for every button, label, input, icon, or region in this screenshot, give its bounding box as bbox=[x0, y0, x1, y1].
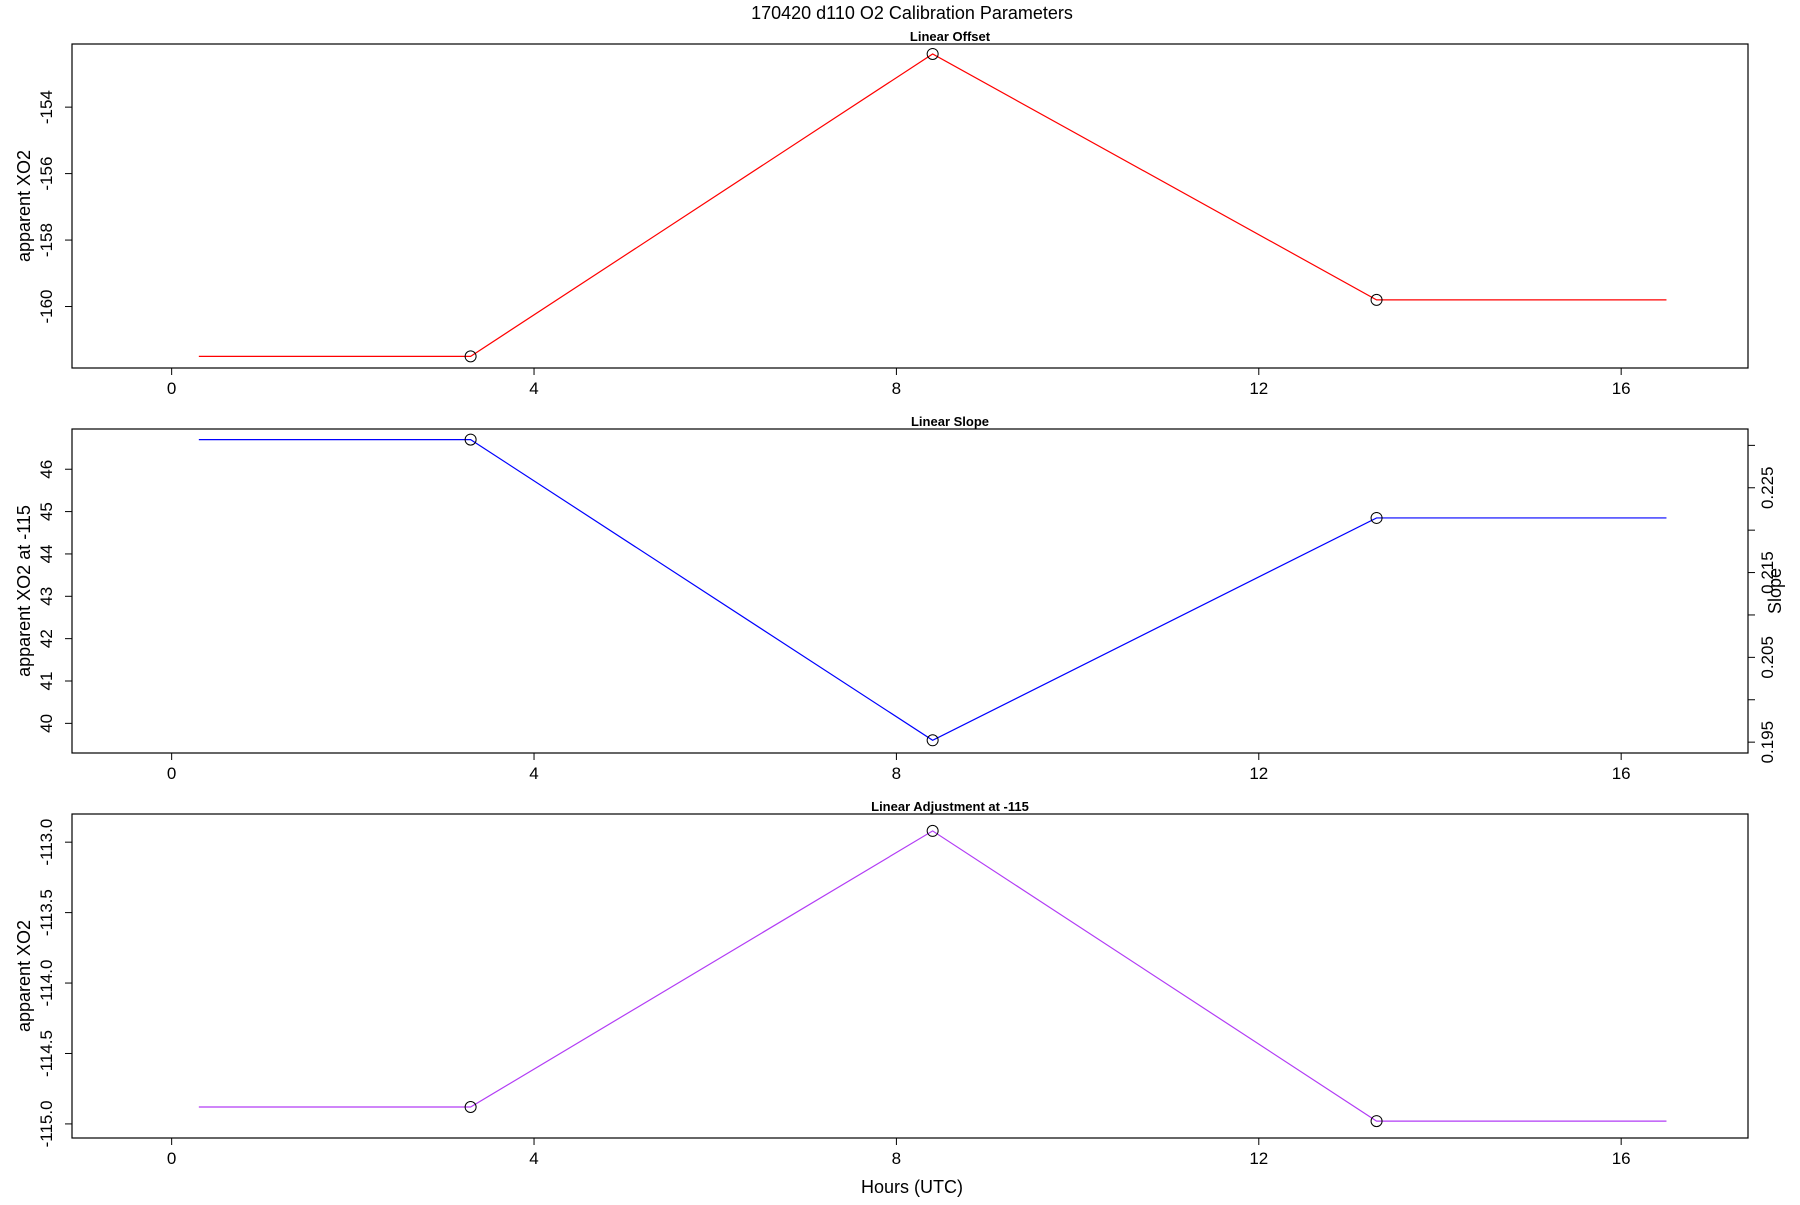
y2-tick-label: 0.195 bbox=[1758, 721, 1777, 764]
panel-3: Linear Adjustment at -115 0 4 8 12 16 -115.0 -1… bbox=[14, 799, 1749, 1168]
data-point bbox=[464, 433, 477, 446]
x-tick-label: 4 bbox=[529, 1149, 538, 1168]
y-tick-label: -113.5 bbox=[37, 889, 56, 936]
y-tick-label: -160 bbox=[37, 290, 56, 324]
data-point bbox=[464, 350, 477, 363]
y2-axis-label: Slope bbox=[1765, 568, 1785, 614]
x-tick-label: 8 bbox=[892, 1149, 901, 1168]
y-axis-label: apparent XO2 bbox=[14, 150, 34, 262]
y-axis-label: apparent XO2 at -115 bbox=[14, 505, 34, 677]
series-line bbox=[198, 53, 1667, 357]
x-axis-label: Hours (UTC) bbox=[861, 1177, 963, 1197]
data-point bbox=[1370, 1115, 1383, 1128]
figure-title: 170420 d110 O2 Calibration Parameters bbox=[751, 3, 1073, 23]
y-tick-label: 40 bbox=[37, 714, 56, 733]
x-tick-label: 4 bbox=[529, 764, 538, 783]
series-line bbox=[198, 438, 1667, 741]
y-axis-label: apparent XO2 bbox=[14, 920, 34, 1032]
x-tick-label: 4 bbox=[529, 379, 538, 398]
plot-frame bbox=[71, 428, 1749, 754]
data-point bbox=[926, 824, 939, 837]
x-tick-label: 0 bbox=[167, 764, 176, 783]
y-tick-label: -115.0 bbox=[37, 1100, 56, 1147]
data-point bbox=[1370, 293, 1383, 306]
y-tick-label: -114.0 bbox=[37, 960, 56, 1007]
x-tick-label: 16 bbox=[1612, 764, 1631, 783]
data-point bbox=[1370, 511, 1383, 524]
x-tick-label: 12 bbox=[1249, 379, 1268, 398]
data-point bbox=[464, 1101, 477, 1114]
x-tick-label: 16 bbox=[1612, 1149, 1631, 1168]
y2-tick-label: 0.205 bbox=[1758, 636, 1777, 679]
x-tick-label: 16 bbox=[1612, 379, 1631, 398]
data-point bbox=[926, 734, 939, 747]
panel-2: Linear Slope 0 4 8 12 16 40 41 42 43 44 45 46 apparen… bbox=[14, 414, 1785, 783]
panel-title: Linear Adjustment at -115 bbox=[871, 799, 1029, 814]
panel-title: Linear Slope bbox=[911, 414, 989, 429]
y-tick-label: 43 bbox=[37, 587, 56, 606]
y-tick-label: -154 bbox=[37, 90, 56, 124]
y-tick-label: -114.5 bbox=[37, 1030, 56, 1077]
x-tick-label: 12 bbox=[1249, 1149, 1268, 1168]
y-tick-label: -158 bbox=[37, 223, 56, 257]
x-tick-label: 0 bbox=[167, 1149, 176, 1168]
y-tick-label: 46 bbox=[37, 460, 56, 479]
plot-frame bbox=[71, 43, 1749, 369]
panel-1: Linear Offset 0 4 8 12 16 -160 -158 -156 -154 appa… bbox=[14, 29, 1749, 398]
x-tick-label: 12 bbox=[1249, 764, 1268, 783]
data-point bbox=[926, 47, 939, 60]
plot-frame bbox=[71, 813, 1749, 1139]
y-tick-label: 44 bbox=[37, 544, 56, 563]
y-tick-label: 41 bbox=[37, 672, 56, 691]
x-tick-label: 8 bbox=[892, 379, 901, 398]
x-tick-label: 8 bbox=[892, 764, 901, 783]
series-line bbox=[198, 830, 1667, 1122]
x-tick-label: 0 bbox=[167, 379, 176, 398]
y-tick-label: -156 bbox=[37, 157, 56, 191]
y2-tick-label: 0.225 bbox=[1758, 466, 1777, 509]
y-tick-label: 42 bbox=[37, 629, 56, 648]
y2-tick-label: 0.215 bbox=[1758, 551, 1777, 594]
panel-title: Linear Offset bbox=[910, 29, 991, 44]
y-tick-label: -113.0 bbox=[37, 819, 56, 866]
y-tick-label: 45 bbox=[37, 502, 56, 521]
